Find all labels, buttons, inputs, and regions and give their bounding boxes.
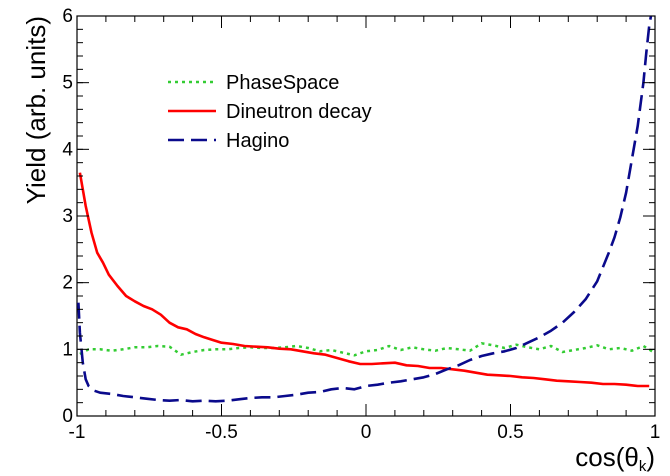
x-tick-label: 0.5: [497, 422, 523, 443]
series-line-hagino: [77, 16, 653, 403]
x-tick-label: -1: [69, 422, 86, 443]
series-line-phasespace: [79, 342, 653, 357]
y-tick-label: 1: [62, 339, 73, 360]
y-tick-label: 4: [62, 139, 73, 160]
y-tick-labels: 0 1 2 3 4 5 6: [62, 6, 73, 427]
x-tick-labels: -1 -0.5 0 0.5 1: [69, 422, 661, 443]
legend-label: PhaseSpace: [226, 72, 339, 94]
series-line-dineutron-decay: [78, 172, 650, 388]
y-tick-label: 2: [62, 273, 73, 294]
x-tick-label: 0: [361, 422, 372, 443]
y-tick-label: 0: [62, 406, 73, 427]
y-tick-label: 6: [62, 6, 73, 27]
plot-area: [76, 15, 656, 417]
ticks-layer: [76, 15, 656, 417]
x-axis-title-close: ): [646, 442, 655, 472]
plot-frame: [76, 15, 656, 417]
y-tick-label: 5: [62, 73, 73, 94]
x-axis-title-subscript: k: [639, 458, 647, 475]
y-tick-label: 3: [62, 206, 73, 227]
legend-label: Hagino: [226, 130, 289, 152]
series-layer: [77, 16, 653, 403]
x-tick-label: -0.5: [205, 422, 238, 443]
x-tick-label: 1: [650, 422, 661, 443]
legend: PhaseSpace Dineutron decay Hagino: [168, 72, 372, 152]
y-axis-title: Yield (arb. units): [21, 16, 51, 204]
x-axis-title-main: cos(θ: [575, 442, 639, 472]
x-axis-title: cos(θk): [575, 442, 655, 475]
legend-label: Dineutron decay: [226, 101, 372, 123]
